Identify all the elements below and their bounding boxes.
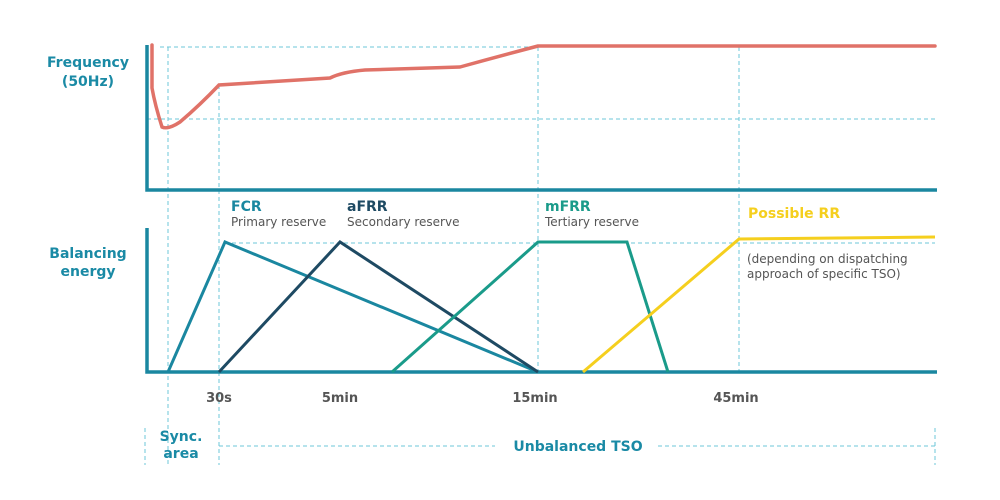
frequency-curve [150, 43, 937, 130]
balancing-label: Balancing [49, 246, 126, 262]
tick-30s: 30s [206, 391, 232, 406]
mfrr-curve [391, 240, 670, 374]
rr-note-line2: approach of specific TSO) [747, 267, 901, 281]
mfrr-label: mFRR [545, 199, 591, 215]
tick-5min: 5min [322, 391, 358, 406]
fcr-label: FCR [231, 199, 262, 215]
fcr-curve [166, 240, 539, 374]
afrr-label: aFRR [347, 199, 388, 215]
unbalanced-tso-label: Unbalanced TSO [513, 439, 642, 455]
rr-label: Possible RR [748, 206, 840, 222]
sync-area-label-line2: area [163, 446, 198, 462]
tick-15min: 15min [512, 391, 557, 406]
energy-axis [145, 228, 937, 374]
energy-label: energy [60, 264, 115, 280]
tick-45min: 45min [713, 391, 758, 406]
fcr-desc: Primary reserve [231, 215, 326, 229]
frequency-unit-label: (50Hz) [62, 74, 114, 90]
rr-curve [582, 235, 936, 374]
mfrr-desc: Tertiary reserve [544, 215, 639, 229]
sync-area-label-line1: Sync. [160, 429, 203, 445]
afrr-desc: Secondary reserve [347, 215, 459, 229]
rr-note-line1: (depending on dispatching [747, 252, 908, 266]
frequency-axis [145, 45, 937, 192]
frequency-label: Frequency [47, 55, 129, 71]
afrr-curve [217, 240, 539, 374]
